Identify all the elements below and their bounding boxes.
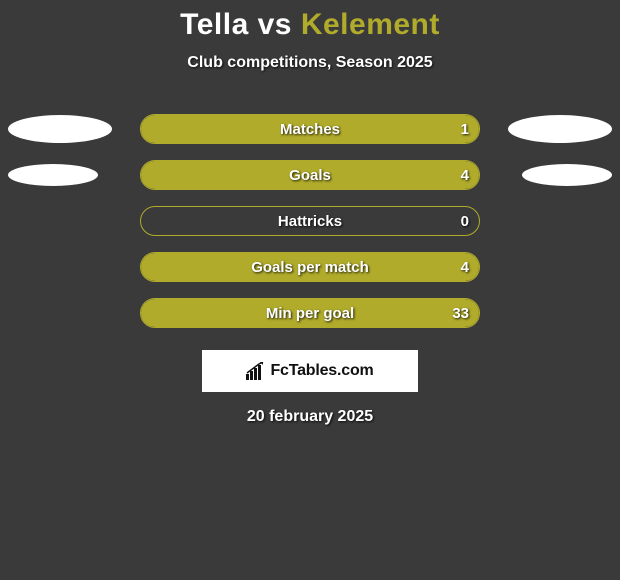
brand-text: FcTables.com	[270, 362, 373, 380]
bar-track: Goals per match4	[140, 252, 480, 282]
right-ellipse	[522, 164, 612, 186]
bar-track: Matches1	[140, 114, 480, 144]
right-ellipse	[508, 115, 612, 143]
stat-row: Matches1	[0, 114, 620, 144]
bar-label: Hattricks	[141, 207, 479, 235]
subtitle: Club competitions, Season 2025	[0, 54, 620, 72]
left-ellipse	[8, 115, 112, 143]
bar-fill	[141, 253, 479, 281]
left-ellipse	[8, 164, 98, 186]
stat-rows: Matches1 Goals4 Hattricks0 Goals per match4…	[0, 114, 620, 328]
player1-name: Tella	[180, 8, 249, 41]
comparison-card: Tella vs Kelement Club competitions, Sea…	[0, 0, 620, 426]
bar-fill	[141, 299, 479, 327]
stat-row: Min per goal33	[0, 298, 620, 328]
bar-track: Goals4	[140, 160, 480, 190]
stat-row: Hattricks0	[0, 206, 620, 236]
stat-row: Goals4	[0, 160, 620, 190]
vs-label: vs	[258, 8, 292, 41]
chart-icon	[246, 362, 266, 380]
date-label: 20 february 2025	[0, 408, 620, 426]
stat-row: Goals per match4	[0, 252, 620, 282]
bar-track: Hattricks0	[140, 206, 480, 236]
brand-box: FcTables.com	[202, 350, 418, 392]
bar-track: Min per goal33	[140, 298, 480, 328]
bar-value: 0	[461, 207, 469, 235]
page-title: Tella vs Kelement	[0, 8, 620, 42]
player2-name: Kelement	[301, 8, 440, 41]
bar-fill	[141, 161, 479, 189]
bar-fill	[141, 115, 479, 143]
